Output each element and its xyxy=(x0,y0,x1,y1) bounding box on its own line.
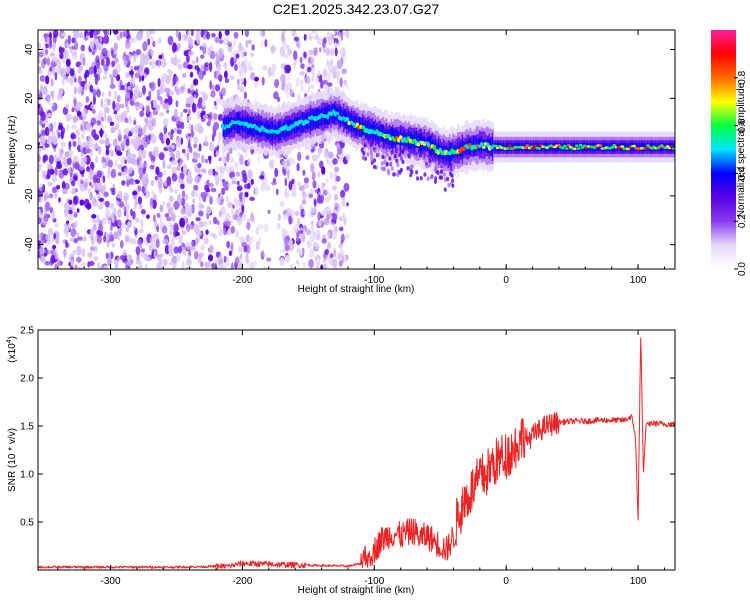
snr-y-tick-label: 0.5 xyxy=(20,518,34,529)
colorbar-tick-label: 0.6 xyxy=(737,118,748,132)
heatmap-y-tick-label: 0 xyxy=(24,144,35,150)
snr-x-tick-label: -100 xyxy=(364,576,384,587)
colorbar: 0.0 0.2 0.4 0.6 0.8 Normalized spectral ampl… xyxy=(711,30,748,276)
heatmap-x-tick-label: -300 xyxy=(101,275,121,286)
heatmap-x-tick-label: 0 xyxy=(503,275,509,286)
snr-scale-label: (x104) xyxy=(6,336,18,363)
snr-frame xyxy=(37,329,676,571)
snr-y-tick-label: 2.5 xyxy=(20,326,34,337)
snr-ticks: -300 -200 -100 0 100 0.5 1.0 1.5 2.0 2.5 xyxy=(20,326,675,587)
heatmap-frame xyxy=(37,29,676,270)
heatmap-x-tick-label: 100 xyxy=(630,275,647,286)
snr-y-tick-label: 1.0 xyxy=(20,470,34,481)
colorbar-label: Normalized spectral amplitude xyxy=(736,82,747,217)
heatmap-content xyxy=(38,30,675,269)
colorbar-tick-label: 0.8 xyxy=(737,70,748,84)
heatmap-y-tick-label: 40 xyxy=(24,44,35,56)
snr-x-tick-label: 0 xyxy=(503,576,509,587)
snr-y-tick-label: 2.0 xyxy=(20,374,34,385)
heatmap-y-tick-label: 20 xyxy=(24,92,35,104)
heatmap-y-tick-label: -20 xyxy=(24,188,35,203)
heatmap-x-tick-label: -200 xyxy=(232,275,252,286)
heatmap-y-tick-label: -40 xyxy=(24,237,35,252)
heatmap-ridge xyxy=(220,86,675,192)
snr-series-line xyxy=(38,337,675,570)
colorbar-tick-label: 0.2 xyxy=(737,214,748,228)
heatmap-y-label: Frequency (Hz) xyxy=(7,116,18,185)
colorbar-tick-label: 0.4 xyxy=(737,166,748,180)
heatmap-noise xyxy=(38,30,351,269)
snr-x-tick-label: 100 xyxy=(630,576,647,587)
colorbar-tick-label: 0.0 xyxy=(737,262,748,276)
snr-x-label: Height of straight line (km) xyxy=(298,585,415,596)
page-title: C2E1.2025.342.23.07.G27 xyxy=(272,1,440,17)
snr-panel: -300 -200 -100 0 100 0.5 1.0 1.5 2.0 2.5 Height o… xyxy=(6,326,676,596)
snr-y-label: SNR (10 * v/v) xyxy=(7,428,18,492)
heatmap-x-tick-label: -100 xyxy=(364,275,384,286)
colorbar-ticks: 0.0 0.2 0.4 0.6 0.8 xyxy=(734,70,748,276)
colorbar-gradient xyxy=(711,30,736,269)
snr-x-tick-label: -200 xyxy=(232,576,252,587)
heatmap-x-label: Height of straight line (km) xyxy=(298,284,415,295)
snr-x-tick-label: -300 xyxy=(101,576,121,587)
snr-y-tick-label: 1.5 xyxy=(20,422,34,433)
